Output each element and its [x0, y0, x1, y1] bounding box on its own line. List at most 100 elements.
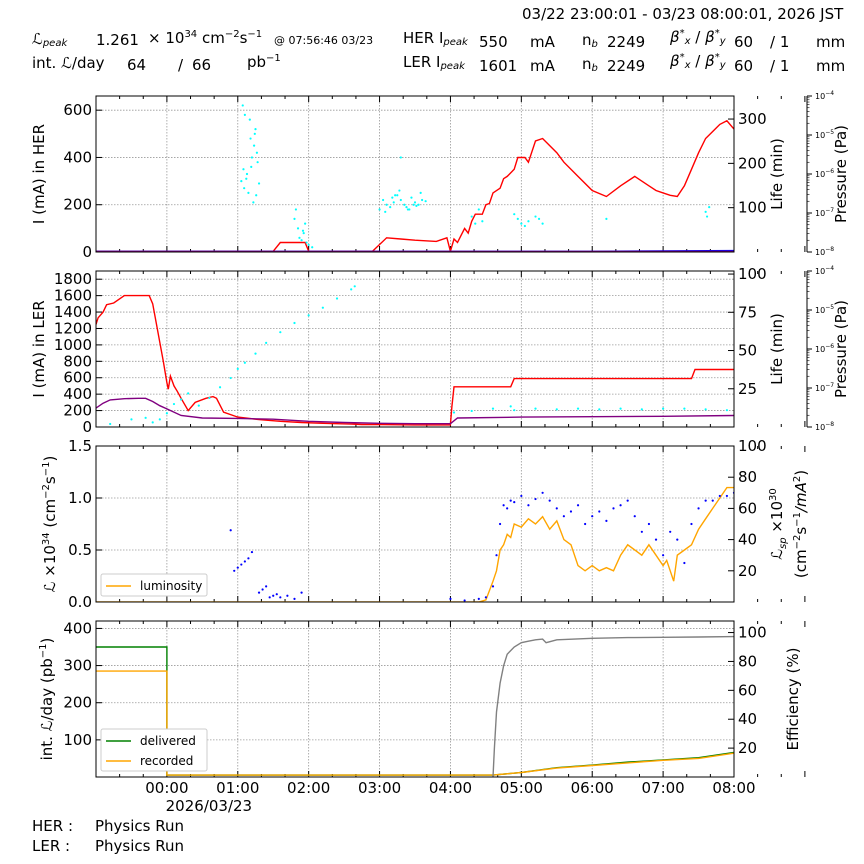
y-axis-label: I (mA) in HER [30, 124, 48, 224]
scatter-point-beam-loss [252, 144, 256, 147]
scatter-point-pressure [704, 408, 707, 411]
scatter-point-specific-luminosity [576, 504, 580, 507]
her-ipeak-unit: mA [530, 33, 555, 51]
scatter-point-beam-loss [304, 222, 307, 225]
scatter-point-beam-loss [255, 194, 258, 197]
x-tick-label: 01:00 [216, 779, 259, 797]
y2-tick-label: 100 [738, 265, 767, 283]
x-tick-label: 00:00 [145, 779, 188, 797]
y2-axis-unit: (cm−2s−1/mA2) [792, 470, 810, 578]
ler-status-value: Physics Run [95, 837, 185, 855]
ler-beta-label: β*x / β*y [670, 52, 726, 71]
scatter-point-specific-luminosity [300, 591, 303, 594]
scatter-point-beam-loss [392, 201, 395, 204]
pressure-tick-label: 10−7 [815, 207, 834, 218]
pressure-tick-label: 10−4 [815, 265, 834, 276]
scatter-point-beam-loss [424, 200, 427, 203]
plot-frame [95, 270, 735, 428]
x-tick-label: 07:00 [641, 779, 684, 797]
scatter-point-specific-luminosity [569, 510, 573, 513]
scatter-point-beam-loss [477, 208, 480, 211]
scatter-point-pressure [725, 409, 729, 412]
y-tick-label: 0 [82, 418, 92, 436]
scatter-point-beam-loss [296, 227, 300, 230]
scatter-point-beam-loss [405, 205, 408, 209]
scatter-point-beam-loss [298, 236, 301, 239]
scatter-point-pressure [662, 407, 665, 410]
scatter-point-specific-luminosity [233, 569, 236, 572]
y2-tick-label: 20 [738, 739, 757, 757]
scatter-point-specific-luminosity [265, 585, 268, 588]
scatter-point-beam-loss [302, 231, 305, 235]
scatter-point-beam-loss [293, 217, 296, 221]
y2-tick-label: 80 [738, 652, 757, 670]
lpeak-time: @ 07:56:46 03/23 [274, 34, 374, 47]
scatter-point-beam-loss [520, 222, 523, 225]
y2-tick-label: 75 [738, 303, 757, 321]
scatter-point-beam-loss [241, 104, 244, 107]
scatter-point-specific-luminosity [633, 515, 636, 518]
scatter-point-beam-loss [410, 196, 413, 199]
y-tick-label: 1.5 [68, 437, 92, 455]
scatter-point-specific-luminosity [261, 588, 264, 591]
scatter-point-pressure [279, 331, 282, 334]
legend-label-delivered: delivered [140, 734, 196, 748]
scatter-point-specific-luminosity [591, 515, 594, 518]
y-tick-label: 600 [63, 101, 92, 119]
scatter-point-beam-loss [516, 217, 519, 221]
scatter-point-beam-loss [413, 201, 417, 204]
scatter-point-pressure [452, 411, 456, 414]
her-beta-x: 60 [734, 33, 754, 51]
scatter-point-specific-luminosity [275, 593, 278, 596]
scatter-point-beam-loss [398, 189, 401, 192]
lpeak-value: 1.261 [96, 31, 139, 49]
scatter-point-beam-loss [394, 194, 397, 197]
series-line-current [96, 119, 734, 252]
scatter-point-beam-loss [481, 220, 484, 223]
series-group [96, 104, 734, 252]
y-tick-label: 400 [63, 148, 92, 166]
y-tick-label: 0.0 [68, 593, 92, 611]
scatter-point-specific-luminosity [513, 501, 516, 504]
scatter-point-specific-luminosity [598, 510, 601, 513]
y-tick-label: 200 [63, 402, 92, 420]
scatter-point-specific-luminosity [711, 499, 714, 502]
y-tick-label: 1200 [54, 319, 92, 337]
int-lumi-slash: / [178, 56, 184, 74]
scatter-point-beam-loss [257, 182, 261, 185]
scatter-point-beam-loss [248, 118, 251, 121]
scatter-point-specific-luminosity [640, 530, 643, 533]
her-ipeak-label: HER Ipeak [403, 29, 468, 48]
scatter-point-beam-loss [534, 215, 537, 218]
y-tick-label: 600 [63, 369, 92, 387]
scatter-point-beam-loss [249, 137, 252, 140]
scatter-point-specific-luminosity [662, 554, 665, 557]
scatter-point-specific-luminosity [612, 507, 615, 510]
scatter-point-pressure [130, 418, 133, 421]
y2-tick-label: 20 [738, 562, 757, 580]
scatter-point-pressure [307, 314, 310, 317]
scatter-point-beam-loss [704, 210, 707, 213]
scatter-point-specific-luminosity [555, 507, 558, 510]
scatter-point-beam-loss [378, 208, 381, 211]
scatter-point-beam-loss [705, 215, 709, 218]
scatter-point-beam-loss [311, 246, 314, 249]
scatter-point-beam-loss [391, 196, 394, 199]
scatter-point-pressure [491, 407, 495, 410]
scatter-point-beam-loss [474, 222, 477, 225]
pressure-tick-label: 10−4 [815, 90, 834, 101]
scatter-point-pressure [640, 408, 643, 411]
scatter-point-specific-luminosity [463, 599, 466, 602]
scatter-point-beam-loss [256, 161, 259, 164]
scatter-point-pressure [509, 405, 512, 408]
scatter-point-beam-loss [301, 229, 305, 232]
x-tick-label: 03:00 [358, 779, 401, 797]
scatter-point-beam-loss [250, 156, 254, 159]
scatter-point-specific-luminosity [509, 499, 512, 502]
scatter-point-pressure [158, 418, 161, 421]
scatter-point-beam-loss [247, 191, 250, 195]
scatter-point-pressure [236, 367, 239, 370]
pressure-tick-label: 10−8 [815, 246, 834, 257]
scatter-point-beam-loss [252, 201, 255, 204]
